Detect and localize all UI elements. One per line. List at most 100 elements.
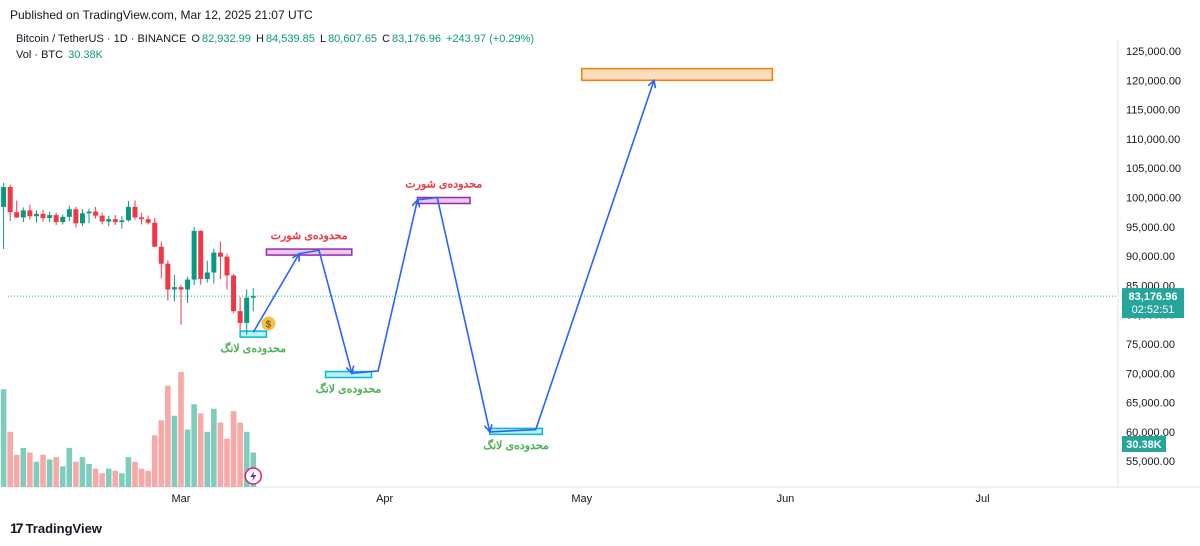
candle-body: [47, 215, 53, 219]
candle-body: [60, 216, 66, 223]
volume-bar: [86, 464, 92, 487]
close-label: C: [382, 33, 391, 45]
volume-bar: [27, 452, 33, 487]
zone-label: محدوده‌ی لانگ: [220, 341, 286, 355]
candle-body: [86, 211, 92, 214]
candle-body: [244, 297, 250, 323]
volume-badge: [1122, 436, 1166, 452]
volume-bar: [191, 404, 197, 487]
price-tick-label: 110,000.00: [1126, 134, 1180, 146]
low-label: L: [319, 33, 327, 45]
volume-bar: [119, 473, 125, 487]
candle-body: [7, 186, 13, 213]
volume-legend[interactable]: Vol · BTC 30.38K: [16, 49, 105, 61]
published-note: Published on TradingView.com, Mar 12, 20…: [10, 8, 313, 22]
volume-bar: [204, 431, 211, 487]
volume-bar: [53, 457, 59, 487]
volume-label: Vol · BTC: [16, 49, 64, 61]
candle-body: [145, 219, 151, 223]
candle-body: [198, 230, 204, 279]
volume-bar: [132, 461, 138, 487]
candle-body: [99, 215, 105, 222]
candle-body: [152, 222, 158, 247]
volume-bar: [33, 461, 40, 487]
price-tick-label: 90,000.00: [1126, 251, 1175, 263]
last-price-value: 83,176.96: [1129, 291, 1178, 303]
volume-bar: [158, 420, 165, 487]
price-tick-label: 95,000.00: [1126, 222, 1175, 234]
time-axis: Mar Apr May Jun Jul: [172, 493, 990, 505]
price-tick-label: 70,000.00: [1126, 368, 1175, 380]
last-price-badge: [1122, 288, 1184, 319]
candle-body: [250, 296, 256, 298]
volume-bar: [7, 431, 13, 487]
time-tick-label: May: [571, 493, 592, 505]
candle-body: [217, 252, 223, 257]
volume-bar: [73, 461, 79, 487]
price-tick-label: 65,000.00: [1126, 398, 1175, 410]
volume-bar: [145, 470, 151, 487]
path-arrowhead: [483, 423, 493, 434]
candle-body: [185, 279, 191, 290]
price-tick-label: 120,000.00: [1126, 75, 1181, 87]
zone-label: محدوده‌ی لانگ: [483, 438, 549, 452]
zone-label: محدوده‌ی لانگ: [316, 381, 382, 395]
price-tick-label: 105,000.00: [1126, 163, 1181, 175]
candle-body: [40, 213, 46, 219]
path-arrowhead: [345, 365, 355, 375]
candle-body: [119, 220, 125, 223]
tradingview-footer: 17 TradingView: [10, 520, 102, 536]
footer-brand: TradingView: [25, 520, 102, 536]
open-label: O: [191, 33, 200, 45]
candle-body: [106, 219, 112, 222]
volume-bar: [105, 468, 112, 487]
flash-glyph: [250, 471, 257, 481]
price-tick-label: 60,000.00: [1126, 427, 1175, 439]
long-zone: [324, 370, 373, 379]
candle-layer: [1, 182, 256, 335]
candle-body: [125, 206, 131, 221]
zone-label: محدوده‌ی شورت: [405, 179, 482, 191]
volume-bar: [66, 447, 73, 487]
path-arrowhead: [647, 78, 657, 89]
volume-bar: [40, 454, 46, 487]
volume-bar: [0, 389, 7, 487]
volume-bar: [178, 372, 184, 487]
candle-body: [79, 213, 85, 224]
candle-body: [139, 217, 145, 220]
money-bag-icon: [261, 316, 276, 331]
path-arrowhead: [291, 252, 301, 262]
volume-badge-value: 30.38K: [1126, 439, 1162, 451]
path-arrowhead: [411, 198, 421, 208]
chart-grid: [8, 40, 1200, 488]
candle-body: [231, 275, 237, 312]
symbol-legend[interactable]: Bitcoin / TetherUS · 1D · BINANCE O 82,93…: [16, 33, 536, 45]
volume-bar: [99, 473, 105, 487]
volume-bar: [184, 429, 191, 487]
volume-bar: [197, 413, 204, 487]
volume-bar: [237, 422, 243, 487]
candle-body: [112, 219, 118, 223]
candle-body: [211, 252, 217, 273]
time-tick-label: Jun: [777, 493, 795, 505]
low-value: 80,607.65: [328, 33, 377, 45]
last-price-countdown: 02:52:51: [1132, 304, 1175, 316]
volume-bar: [171, 415, 178, 487]
candle-body: [27, 210, 33, 217]
volume-bar: [79, 457, 86, 487]
volume-bar: [92, 468, 99, 487]
price-tick-label: 75,000.00: [1126, 339, 1175, 351]
candle-body: [178, 287, 184, 290]
price-tick-label: 100,000.00: [1126, 193, 1181, 205]
volume-bar: [59, 466, 66, 487]
candle-body: [73, 209, 79, 224]
candle-body: [20, 210, 26, 218]
volume-bar: [112, 470, 119, 487]
candle-body: [191, 230, 197, 280]
candle-body: [93, 211, 99, 216]
candle-body: [66, 209, 72, 217]
symbol-title: Bitcoin / TetherUS · 1D · BINANCE: [16, 33, 187, 45]
time-tick-label: Jul: [976, 493, 990, 505]
